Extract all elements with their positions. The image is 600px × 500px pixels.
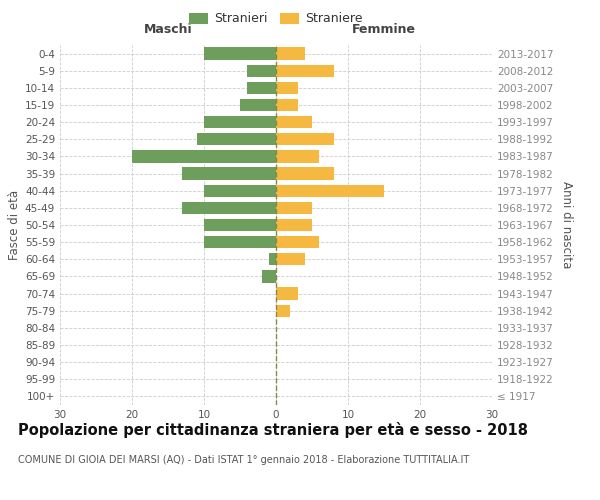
Bar	[262, 270, 276, 282]
Bar	[276, 236, 319, 248]
Bar	[182, 168, 276, 179]
Bar	[197, 133, 276, 145]
Bar	[276, 48, 305, 60]
Y-axis label: Fasce di età: Fasce di età	[8, 190, 21, 260]
Text: Femmine: Femmine	[352, 23, 416, 36]
Bar	[276, 288, 298, 300]
Bar	[240, 99, 276, 111]
Bar	[276, 133, 334, 145]
Bar	[276, 202, 312, 214]
Bar	[276, 82, 298, 94]
Bar	[276, 168, 334, 179]
Bar	[276, 64, 334, 77]
Bar	[276, 99, 298, 111]
Bar	[276, 184, 384, 197]
Legend: Stranieri, Straniere: Stranieri, Straniere	[185, 8, 367, 29]
Y-axis label: Anni di nascita: Anni di nascita	[560, 182, 573, 268]
Bar	[276, 219, 312, 231]
Bar	[269, 253, 276, 266]
Bar	[276, 253, 305, 266]
Text: Maschi: Maschi	[143, 23, 193, 36]
Bar	[204, 48, 276, 60]
Bar	[247, 64, 276, 77]
Bar	[276, 116, 312, 128]
Bar	[204, 219, 276, 231]
Text: COMUNE DI GIOIA DEI MARSI (AQ) - Dati ISTAT 1° gennaio 2018 - Elaborazione TUTTI: COMUNE DI GIOIA DEI MARSI (AQ) - Dati IS…	[18, 455, 469, 465]
Bar	[204, 236, 276, 248]
Bar	[276, 150, 319, 162]
Bar	[204, 184, 276, 197]
Bar	[132, 150, 276, 162]
Text: Popolazione per cittadinanza straniera per età e sesso - 2018: Popolazione per cittadinanza straniera p…	[18, 422, 528, 438]
Bar	[247, 82, 276, 94]
Bar	[276, 304, 290, 317]
Bar	[204, 116, 276, 128]
Bar	[182, 202, 276, 214]
